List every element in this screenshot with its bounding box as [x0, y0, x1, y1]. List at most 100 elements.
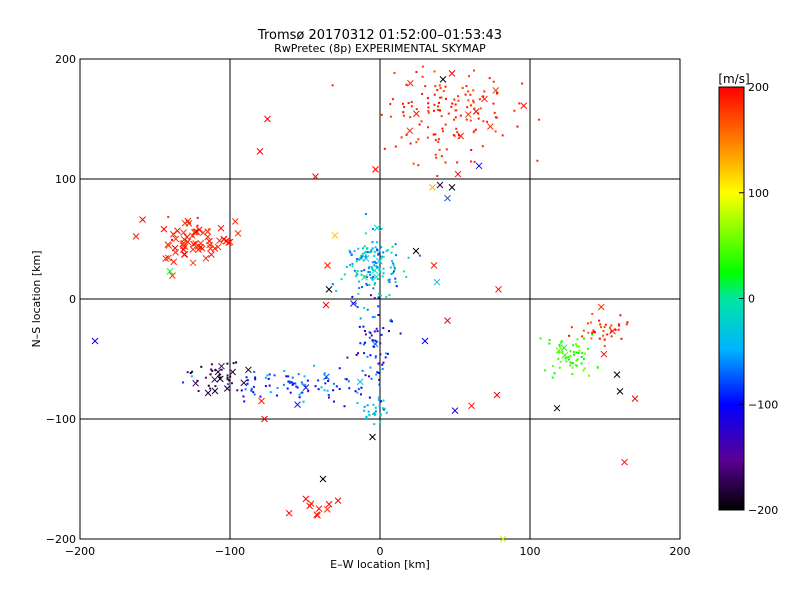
data-point	[349, 251, 352, 254]
data-point	[376, 266, 379, 269]
data-point	[242, 395, 245, 398]
data-point	[410, 105, 413, 108]
data-point	[373, 345, 376, 348]
data-point	[273, 374, 276, 377]
data-point-cross	[170, 258, 178, 266]
data-point	[473, 160, 476, 163]
data-point-cross	[190, 240, 197, 248]
data-point	[361, 369, 364, 372]
data-point	[356, 258, 359, 261]
data-point	[377, 253, 380, 256]
data-point	[353, 269, 356, 272]
data-point	[614, 328, 617, 331]
data-point	[370, 334, 373, 337]
data-point	[354, 302, 357, 305]
data-point-cross	[189, 259, 197, 267]
data-point	[377, 398, 380, 401]
data-point	[380, 400, 383, 403]
data-point	[373, 250, 376, 253]
data-point	[306, 379, 309, 382]
data-point	[376, 249, 379, 252]
data-point-cross	[356, 378, 364, 386]
data-point-cross	[324, 262, 331, 269]
data-point	[441, 130, 444, 133]
data-point	[439, 109, 442, 112]
chart-subtitle: RwPretec (8p) EXPERIMENTAL SKYMAP	[274, 42, 486, 55]
data-point	[567, 356, 570, 359]
data-point-cross	[229, 368, 237, 376]
data-point	[574, 364, 577, 367]
data-point	[287, 380, 290, 383]
data-point-cross	[181, 219, 189, 227]
data-point	[386, 352, 389, 355]
data-point	[391, 260, 394, 263]
data-point	[403, 270, 406, 273]
data-point	[580, 355, 583, 358]
data-point-cross	[234, 230, 242, 237]
data-point	[186, 371, 189, 374]
data-point	[453, 98, 456, 101]
data-point	[426, 136, 429, 139]
data-point	[570, 326, 573, 329]
data-point	[596, 365, 599, 368]
data-point	[593, 331, 596, 334]
data-point	[521, 82, 524, 85]
data-point	[358, 287, 361, 290]
data-point	[472, 99, 475, 102]
data-point	[366, 247, 369, 250]
data-point-cross	[319, 475, 327, 483]
data-point-cross	[240, 379, 248, 387]
data-point	[253, 393, 256, 396]
data-point	[371, 267, 374, 270]
data-point-cross	[302, 495, 310, 503]
data-point	[474, 128, 477, 131]
data-point	[387, 330, 390, 333]
data-point-cross	[193, 228, 201, 235]
data-point	[335, 289, 338, 292]
data-point	[374, 410, 377, 413]
plot-area: −200 −100 0 100 200 −200 −100 0 100 200	[46, 53, 691, 558]
data-point	[368, 396, 371, 399]
data-point-cross	[616, 388, 624, 395]
data-point	[385, 411, 388, 414]
data-point	[259, 395, 262, 398]
data-point	[564, 357, 567, 360]
data-point	[394, 268, 397, 271]
data-point-cross	[631, 395, 639, 402]
data-point	[357, 352, 360, 355]
data-point	[589, 321, 592, 324]
data-point	[370, 377, 373, 380]
data-point	[587, 331, 590, 334]
data-point	[379, 412, 382, 415]
data-point	[570, 362, 573, 365]
data-point	[369, 366, 372, 369]
data-point-cross	[429, 184, 436, 191]
data-point-cross	[172, 249, 179, 256]
data-point	[516, 125, 519, 128]
data-point	[421, 65, 424, 68]
data-point	[377, 296, 380, 299]
data-point-cross	[520, 102, 528, 110]
data-point-cross	[451, 407, 459, 414]
y-tick-label: 100	[55, 173, 76, 186]
data-point	[467, 99, 470, 102]
data-point	[343, 273, 346, 276]
data-point	[254, 376, 257, 379]
data-point	[372, 275, 375, 278]
data-point	[436, 174, 439, 177]
data-point	[366, 355, 369, 358]
data-point-cross	[132, 233, 140, 240]
data-point-cross	[214, 243, 222, 251]
data-point	[295, 385, 298, 388]
data-point	[483, 90, 486, 93]
data-point	[454, 103, 457, 106]
data-point	[436, 89, 439, 92]
data-point	[369, 273, 372, 276]
data-point	[465, 118, 468, 121]
data-point	[323, 389, 326, 392]
data-point	[372, 227, 375, 230]
data-point	[572, 344, 575, 347]
axis-ticks: −200 −100 0 100 200 −200 −100 0 100 200	[46, 53, 691, 558]
data-point	[456, 161, 459, 164]
data-point	[349, 264, 352, 267]
